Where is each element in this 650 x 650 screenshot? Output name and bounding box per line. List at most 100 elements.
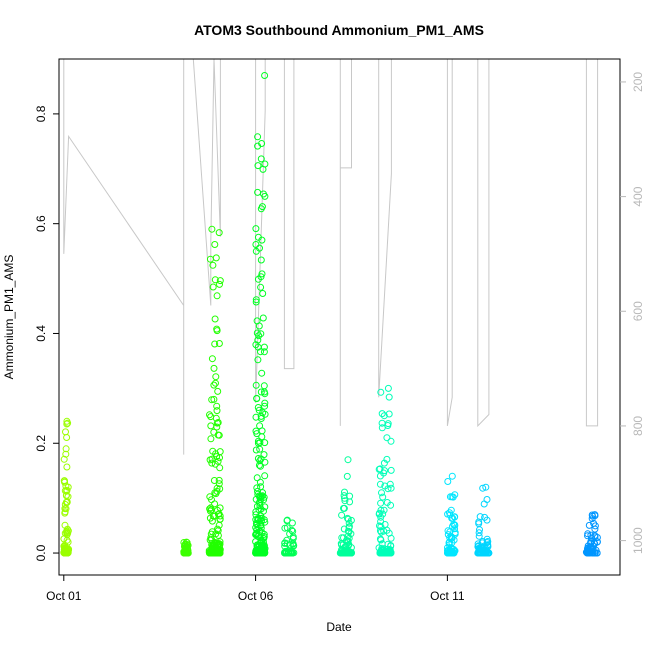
data-point xyxy=(261,549,268,557)
data-point xyxy=(379,549,387,557)
data-point xyxy=(209,447,217,455)
data-point xyxy=(254,336,262,344)
data-point xyxy=(63,487,71,495)
data-point xyxy=(283,524,291,532)
data-point xyxy=(212,490,220,498)
data-point xyxy=(260,343,268,351)
data-point xyxy=(213,327,221,335)
data-point xyxy=(475,529,483,537)
data-point xyxy=(475,532,483,540)
data-point xyxy=(483,496,491,503)
data-point xyxy=(379,510,387,518)
data-point xyxy=(209,261,217,269)
data-point xyxy=(589,545,597,553)
y-axis: 0.0 0.2 0.4 0.6 0.8 xyxy=(34,105,59,561)
data-point xyxy=(252,446,260,454)
data-point xyxy=(261,160,269,168)
data-point xyxy=(283,536,291,544)
data-point xyxy=(254,404,262,411)
data-point xyxy=(258,203,266,211)
data-point xyxy=(252,508,260,516)
data-point xyxy=(213,423,221,431)
data-point xyxy=(340,504,347,512)
data-point xyxy=(63,463,71,471)
data-point xyxy=(207,435,215,443)
data-point xyxy=(377,528,385,536)
right-tick-label: 800 xyxy=(631,416,645,436)
data-point xyxy=(378,489,385,497)
data-point xyxy=(261,472,269,480)
data-point xyxy=(207,504,215,512)
data-point xyxy=(444,531,452,539)
data-point xyxy=(380,412,388,420)
data-point xyxy=(214,419,222,426)
data-point xyxy=(375,465,383,473)
data-point xyxy=(252,427,260,435)
data-point xyxy=(484,549,491,557)
data-point xyxy=(61,521,69,529)
data-point xyxy=(289,534,297,542)
data-point xyxy=(260,348,268,356)
data-point xyxy=(211,340,219,348)
data-point xyxy=(385,410,393,418)
data-point xyxy=(376,480,384,488)
data-point xyxy=(254,455,262,462)
data-point xyxy=(261,399,269,407)
data-point xyxy=(387,542,395,549)
data-point xyxy=(290,541,298,549)
data-point xyxy=(257,283,265,291)
data-point xyxy=(259,290,267,297)
data-point xyxy=(258,517,265,525)
data-point xyxy=(451,522,459,529)
data-point xyxy=(60,455,68,463)
right-tick-label: 1000 xyxy=(631,527,645,554)
data-point xyxy=(376,527,384,535)
data-point xyxy=(252,225,260,233)
data-point xyxy=(451,530,459,538)
data-point xyxy=(281,524,289,532)
data-point xyxy=(180,539,188,546)
data-point xyxy=(257,348,264,356)
data-point xyxy=(208,496,215,504)
plot-frame xyxy=(58,58,621,576)
data-point xyxy=(60,477,68,485)
data-point xyxy=(254,162,262,170)
data-point xyxy=(64,419,72,427)
data-point xyxy=(252,341,260,349)
data-point xyxy=(258,369,266,377)
chart-title: ATOM3 Southbound Ammonium_PM1_AMS xyxy=(194,22,484,38)
data-point xyxy=(213,407,221,415)
x-tick-label: Oct 11 xyxy=(430,589,465,603)
data-point xyxy=(254,542,262,550)
data-point xyxy=(212,373,220,381)
data-point xyxy=(252,247,260,255)
data-point xyxy=(253,543,261,551)
data-point xyxy=(286,530,294,538)
data-point xyxy=(63,536,71,544)
data-point xyxy=(283,517,291,525)
data-point xyxy=(257,455,265,463)
data-point xyxy=(215,340,223,347)
data-point xyxy=(446,547,454,555)
data-point xyxy=(344,514,351,522)
data-point xyxy=(254,437,262,445)
data-point xyxy=(62,547,70,555)
data-point xyxy=(256,502,264,510)
data-point xyxy=(380,459,388,467)
data-point xyxy=(444,478,452,485)
data-point xyxy=(213,402,221,410)
data-point xyxy=(214,525,221,533)
data-point xyxy=(451,525,459,533)
data-point xyxy=(211,460,219,468)
data-point xyxy=(214,532,222,539)
data-point xyxy=(254,356,262,364)
data-point xyxy=(61,501,69,508)
data-point xyxy=(591,525,599,533)
x-tick-label: Oct 06 xyxy=(238,589,274,603)
data-point xyxy=(376,549,384,557)
data-point xyxy=(375,509,383,517)
data-point xyxy=(215,431,223,439)
data-point xyxy=(448,549,456,557)
